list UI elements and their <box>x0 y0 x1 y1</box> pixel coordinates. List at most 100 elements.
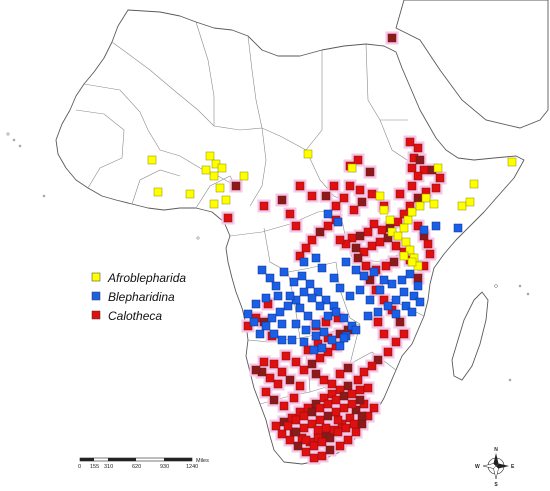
legend-label-blepharidina: Blepharidina <box>108 290 175 304</box>
blepharidina-point <box>409 291 419 301</box>
blepharidina-point <box>369 267 379 277</box>
arabia-edge <box>395 0 549 129</box>
blepharidina-point <box>307 293 317 303</box>
calotheca-point <box>353 155 363 165</box>
blepharidina-point <box>351 265 361 275</box>
calotheca-point <box>413 273 423 283</box>
afroblepharida-point <box>347 163 357 173</box>
blepharidina-point <box>341 257 351 267</box>
scale-bar: 0 155 310 620 930 1240 Miles <box>78 457 209 470</box>
blepharidina-point <box>333 217 343 227</box>
blepharidina-point <box>331 307 341 317</box>
calotheca-point <box>279 401 289 411</box>
calotheca-point <box>277 429 287 439</box>
calotheca-point <box>407 163 417 173</box>
blepharidina-point <box>269 329 279 339</box>
calotheca-point <box>335 235 345 245</box>
blepharidina-point <box>363 311 373 321</box>
calotheca-point <box>345 181 355 191</box>
legend-swatch-blepharidina <box>91 291 101 301</box>
calotheca-point <box>289 393 299 403</box>
blepharidina-point <box>413 281 423 291</box>
blepharidina-point <box>305 279 315 289</box>
calotheca-point <box>309 441 319 451</box>
blepharidina-point <box>313 287 323 297</box>
blepharidina-point <box>431 221 441 231</box>
scale-tick-1: 155 <box>90 464 99 470</box>
calotheca-point <box>285 435 295 445</box>
calotheca-point <box>259 357 269 367</box>
afroblepharida-point <box>147 155 157 165</box>
calotheca-point <box>369 403 379 413</box>
afroblepharida-point <box>415 201 425 211</box>
calotheca-point <box>277 367 287 377</box>
calotheca-point <box>343 363 353 373</box>
blepharidina-point <box>317 263 327 273</box>
blepharidina-point <box>277 319 287 329</box>
afroblepharida-point <box>407 207 417 217</box>
calotheca-point <box>291 357 301 367</box>
calotheca-points <box>223 33 445 463</box>
calotheca-point <box>349 205 359 215</box>
blepharidina-point <box>321 295 331 305</box>
calotheca-point <box>323 411 333 421</box>
calotheca-point <box>435 173 445 183</box>
afroblepharida-points <box>147 149 517 271</box>
calotheca-point <box>271 421 281 431</box>
calotheca-point <box>355 185 365 195</box>
calotheca-point <box>301 243 311 253</box>
afroblepharida-point <box>465 197 475 207</box>
calotheca-point <box>335 441 345 451</box>
blepharidina-point <box>323 311 333 321</box>
calotheca-point <box>307 407 317 417</box>
calotheca-point <box>359 247 369 257</box>
blepharidina-point <box>295 303 305 313</box>
calotheca-point <box>299 365 309 375</box>
calotheca-point <box>343 435 353 445</box>
calotheca-point <box>251 365 261 375</box>
calotheca-point <box>363 383 373 393</box>
calotheca-point <box>361 261 371 271</box>
islands <box>6 132 530 382</box>
compass-rose-icon: N S E W <box>475 447 515 488</box>
afroblepharida-point <box>185 189 195 199</box>
blepharidina-point <box>243 309 253 319</box>
blepharidina-point <box>255 329 265 339</box>
afroblepharida-point <box>201 165 211 175</box>
afroblepharida-point <box>457 201 467 211</box>
afroblepharida-point <box>407 257 417 267</box>
blepharidina-point <box>261 321 271 331</box>
blepharidina-point <box>299 257 309 267</box>
scale-tick-2: 310 <box>104 464 113 470</box>
blepharidina-point <box>339 333 349 343</box>
calotheca-point <box>309 453 319 463</box>
scale-tick-5: 1240 <box>186 464 198 470</box>
afroblepharida-point <box>421 193 431 203</box>
afroblepharida-point <box>209 199 219 209</box>
calotheca-point <box>301 447 311 457</box>
calotheca-point <box>415 155 425 165</box>
blepharidina-point <box>301 325 311 335</box>
calotheca-point <box>315 403 325 413</box>
madagascar-outline <box>451 291 489 381</box>
calotheca-point <box>367 361 377 371</box>
calotheca-point <box>281 351 291 361</box>
calotheca-point <box>413 171 423 181</box>
afroblepharida-point <box>385 215 395 225</box>
calotheca-point <box>343 381 353 391</box>
afroblepharida-point <box>399 251 409 261</box>
afroblepharida-point <box>221 195 231 205</box>
calotheca-point <box>381 261 391 271</box>
blepharidina-point <box>345 291 355 301</box>
blepharidina-point <box>297 271 307 281</box>
blepharidina-point <box>317 343 327 353</box>
blepharidina-point <box>299 287 309 297</box>
blepharidina-point <box>401 301 411 311</box>
afroblepharida-point <box>433 163 443 173</box>
blepharidina-point <box>283 301 293 311</box>
blepharidina-point <box>365 295 375 305</box>
calotheca-point <box>317 451 327 461</box>
calotheca-point <box>367 241 377 251</box>
calotheca-point <box>333 427 343 437</box>
